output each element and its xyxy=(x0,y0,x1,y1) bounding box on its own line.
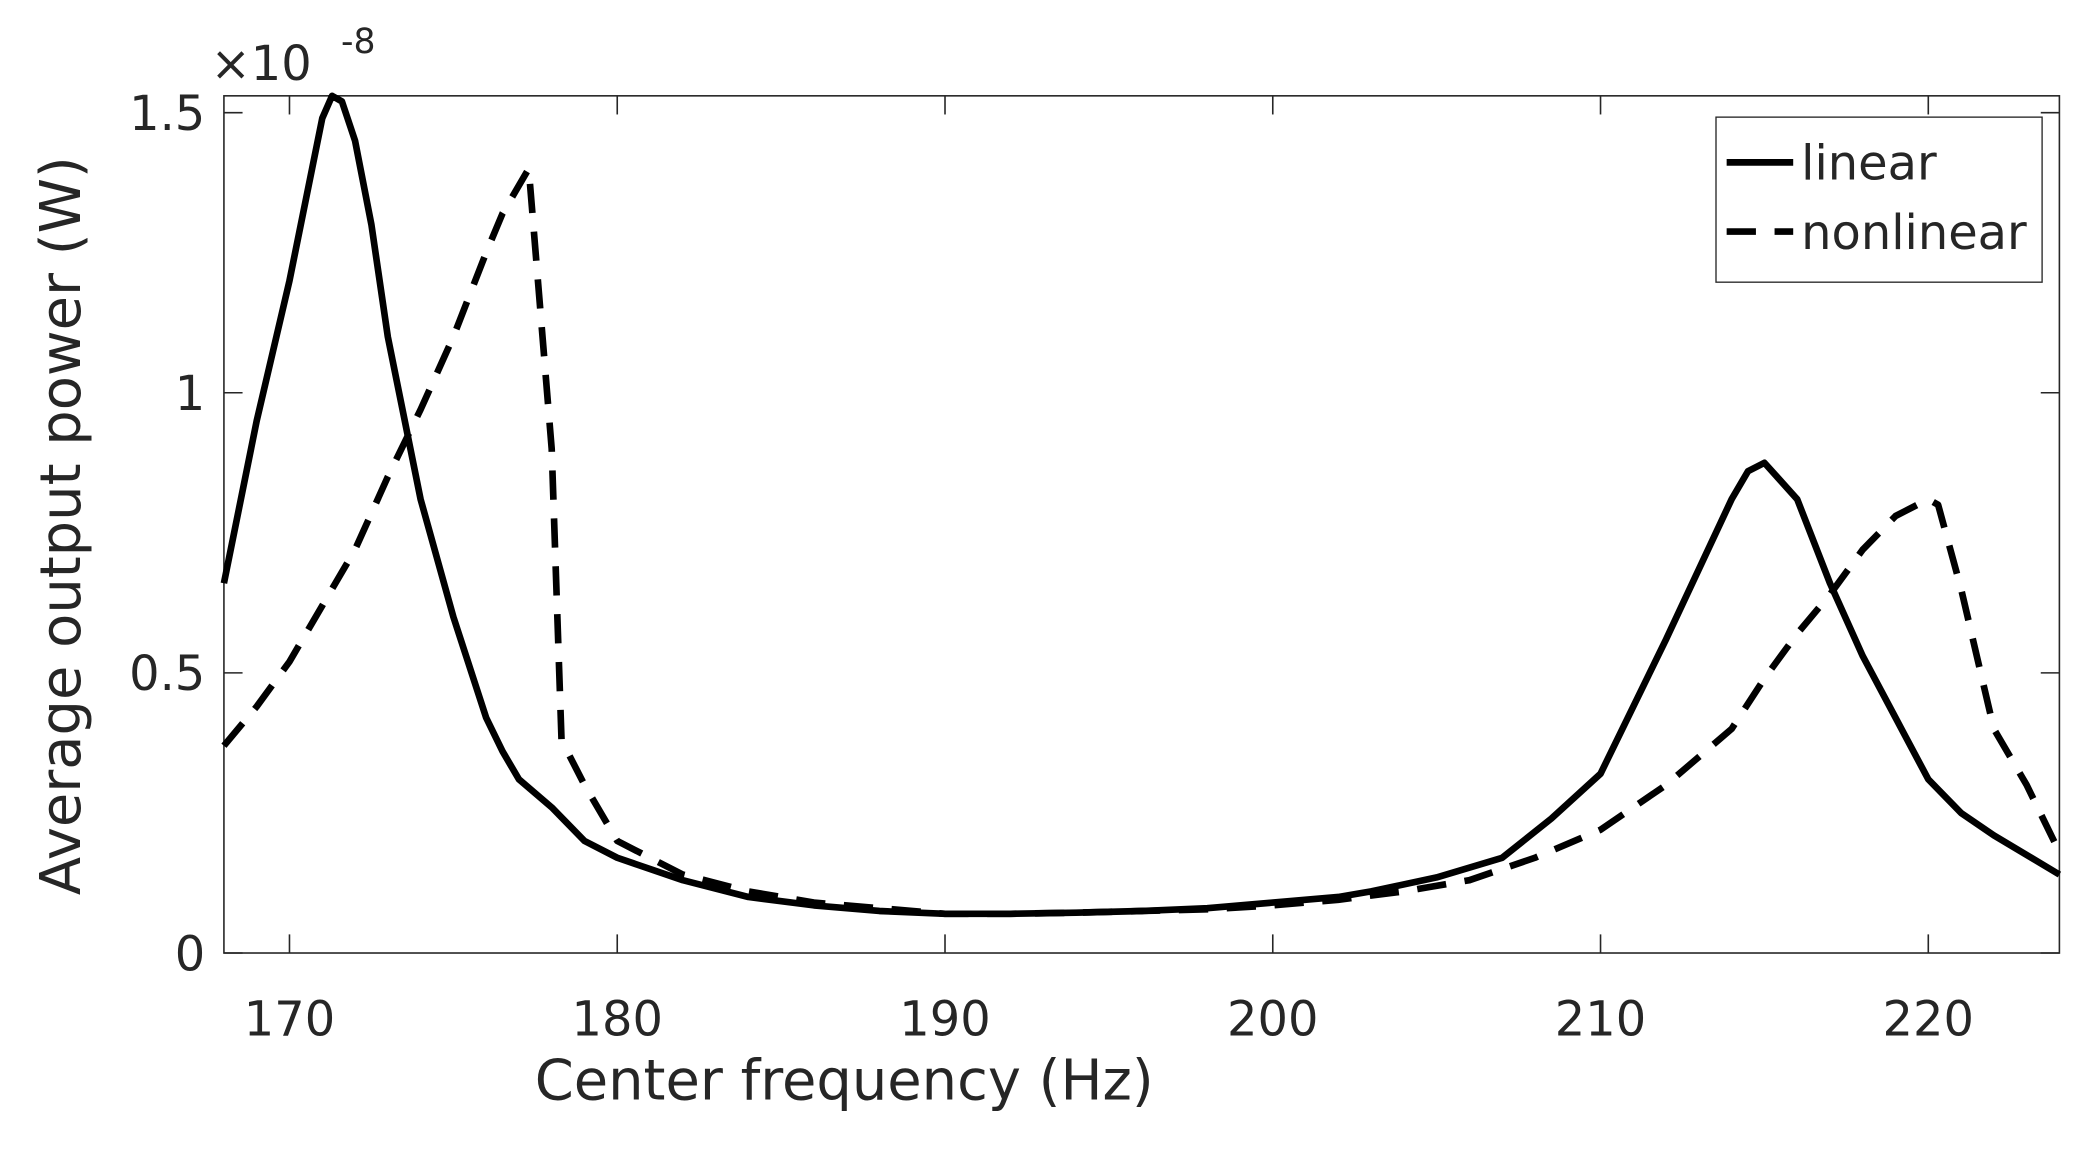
legend-label: nonlinear xyxy=(1801,206,2027,261)
series-line xyxy=(221,165,2063,918)
y-tick-label: 0.5 xyxy=(129,647,205,702)
y-exponent: -8 xyxy=(341,22,376,62)
x-tick-label: 210 xyxy=(1555,993,1646,1048)
legend-label: linear xyxy=(1801,137,1937,192)
x-tick-label: 170 xyxy=(244,993,335,1048)
x-tick-label: 180 xyxy=(572,993,663,1048)
y-tick-label: 1 xyxy=(175,367,205,422)
x-axis-label: Center frequency (Hz) xyxy=(535,1048,1154,1113)
x-tick-label: 220 xyxy=(1883,993,1974,1048)
y-tick-label: 1.5 xyxy=(129,87,205,142)
y-axis-label: Average output power (W) xyxy=(29,156,94,895)
x-tick-label: 200 xyxy=(1227,993,1318,1048)
legend-box xyxy=(1715,116,2043,283)
y-exponent-base: ×10 xyxy=(211,37,312,92)
y-tick-label: 0 xyxy=(175,927,205,982)
x-tick-label: 190 xyxy=(899,993,990,1048)
plot-area xyxy=(223,95,2061,954)
